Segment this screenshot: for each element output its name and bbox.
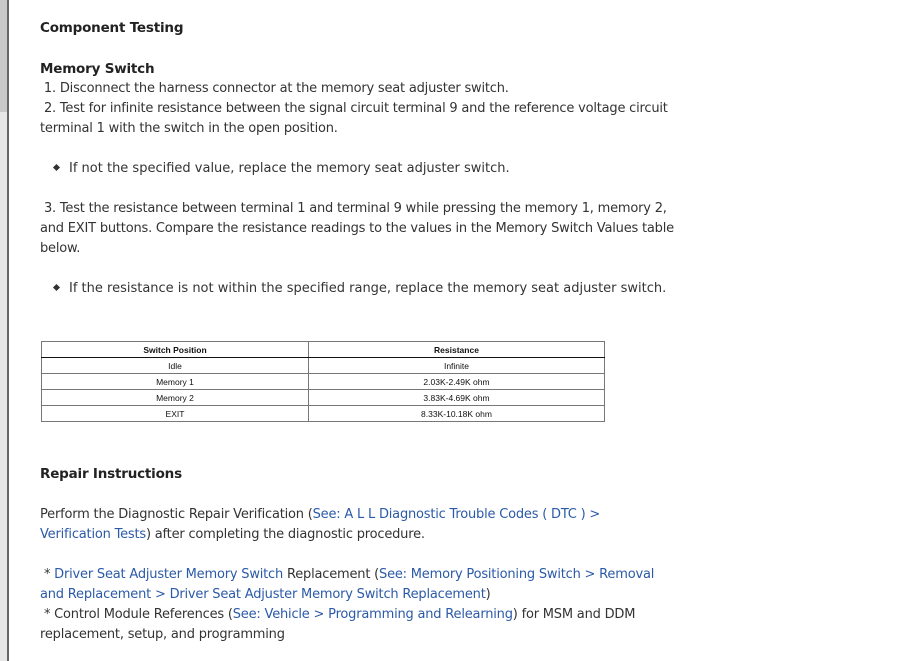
- bullet-item: If not the specified value, replace the …: [52, 159, 510, 179]
- table-header-row: Switch Position Resistance: [41, 341, 605, 358]
- table-cell: Memory 2: [41, 389, 309, 406]
- table-cell: EXIT: [41, 405, 309, 422]
- table-row: Memory 2 3.83K-4.69K ohm: [41, 389, 605, 406]
- column-header: Switch Position: [41, 341, 309, 358]
- repair-item-switch-replacement: * Driver Seat Adjuster Memory Switch Rep…: [40, 565, 665, 605]
- scrollbar-thumb[interactable]: [0, 0, 7, 112]
- link-memory-positioning-switch-replacement[interactable]: See: Memory Positioning Switch > Removal…: [40, 567, 659, 602]
- repair-item-control-module: * Control Module References (See: Vehicl…: [40, 605, 640, 645]
- heading-repair-instructions: Repair Instructions: [40, 466, 182, 482]
- scrollbar-track[interactable]: [0, 0, 7, 661]
- bullet-item: If the resistance is not within the spec…: [52, 279, 667, 299]
- text: ) for MSM and DDM replacement, setup, an…: [40, 607, 640, 642]
- step-3: 3. Test the resistance between terminal …: [40, 201, 678, 256]
- step-2: 2. Test for infinite resistance between …: [40, 101, 672, 136]
- heading-component-testing: Component Testing: [40, 20, 184, 36]
- repair-verification-paragraph: Perform the Diagnostic Repair Verificati…: [40, 505, 620, 545]
- table-cell: Memory 1: [41, 373, 309, 390]
- table-row: Memory 1 2.03K-2.49K ohm: [41, 373, 605, 390]
- column-header: Resistance: [308, 341, 605, 358]
- diamond-bullet-icon: [52, 283, 61, 292]
- bullet-text: If the resistance is not within the spec…: [69, 281, 667, 296]
- link-programming-and-relearning[interactable]: See: Vehicle > Programming and Relearnin…: [232, 607, 513, 622]
- text: Perform the Diagnostic Repair Verificati…: [40, 507, 313, 522]
- table-row: EXIT 8.33K-10.18K ohm: [41, 405, 605, 422]
- bullet-text: If not the specified value, replace the …: [69, 161, 510, 176]
- panel-border: [7, 0, 9, 661]
- text: Replacement (: [283, 567, 380, 582]
- memory-switch-values-table: Switch Position Resistance Idle Infinite M…: [41, 341, 605, 422]
- table-cell: 2.03K-2.49K ohm: [308, 373, 605, 390]
- heading-memory-switch: Memory Switch: [40, 61, 155, 77]
- text: * Control Module References (: [40, 607, 233, 622]
- table-cell: 3.83K-4.69K ohm: [308, 389, 605, 406]
- diamond-bullet-icon: [52, 163, 61, 172]
- table-cell: 8.33K-10.18K ohm: [308, 405, 605, 422]
- table-cell: Idle: [41, 357, 309, 374]
- step-1: 1. Disconnect the harness connector at t…: [40, 81, 509, 96]
- text: ) after completing the diagnostic proced…: [145, 527, 425, 542]
- table-cell: Infinite: [308, 357, 605, 374]
- text: *: [40, 567, 55, 582]
- link-dtc-verification-tests[interactable]: See: A L L Diagnostic Trouble Codes ( DT…: [40, 507, 601, 542]
- table-row: Idle Infinite: [41, 357, 605, 374]
- link-driver-seat-adjuster-memory-switch[interactable]: Driver Seat Adjuster Memory Switch: [54, 567, 284, 582]
- text: ): [485, 587, 491, 602]
